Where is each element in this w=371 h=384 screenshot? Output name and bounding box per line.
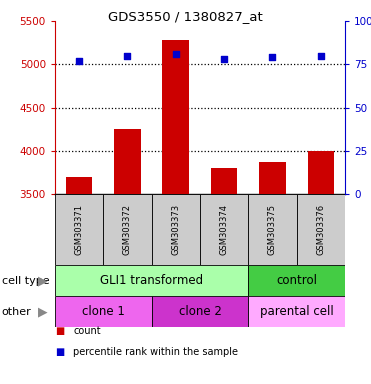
Text: GSM303375: GSM303375: [268, 204, 277, 255]
Text: other: other: [2, 307, 32, 317]
Bar: [248, 265, 345, 296]
Point: [221, 56, 227, 62]
Text: ■: ■: [55, 326, 64, 336]
Text: ▶: ▶: [38, 305, 47, 318]
Text: count: count: [73, 326, 101, 336]
Text: ■: ■: [55, 347, 64, 357]
Bar: [248, 194, 297, 265]
Bar: [55, 194, 103, 265]
Bar: [308, 151, 334, 194]
Text: GLI1 transformed: GLI1 transformed: [100, 274, 203, 287]
Text: parental cell: parental cell: [260, 305, 334, 318]
Bar: [259, 162, 286, 194]
Text: clone 2: clone 2: [178, 305, 221, 318]
Point: [173, 51, 179, 57]
Text: GSM303376: GSM303376: [316, 204, 325, 255]
Bar: [152, 296, 248, 327]
Bar: [152, 194, 200, 265]
Text: ▶: ▶: [38, 274, 47, 287]
Text: GSM303374: GSM303374: [220, 204, 229, 255]
Text: GDS3550 / 1380827_at: GDS3550 / 1380827_at: [108, 10, 263, 23]
Text: GSM303373: GSM303373: [171, 204, 180, 255]
Bar: [200, 194, 248, 265]
Bar: [248, 296, 345, 327]
Text: cell type: cell type: [2, 276, 49, 286]
Text: percentile rank within the sample: percentile rank within the sample: [73, 347, 239, 357]
Text: control: control: [276, 274, 317, 287]
Point: [269, 55, 275, 61]
Point: [125, 53, 131, 59]
Point: [76, 58, 82, 64]
Bar: [211, 168, 237, 194]
Text: GSM303372: GSM303372: [123, 204, 132, 255]
Bar: [66, 177, 92, 194]
Bar: [55, 265, 248, 296]
Point: [318, 53, 324, 59]
Bar: [297, 194, 345, 265]
Text: GSM303371: GSM303371: [75, 204, 83, 255]
Text: clone 1: clone 1: [82, 305, 125, 318]
Bar: [55, 296, 152, 327]
Bar: [162, 40, 189, 194]
Bar: [114, 129, 141, 194]
Bar: [103, 194, 152, 265]
